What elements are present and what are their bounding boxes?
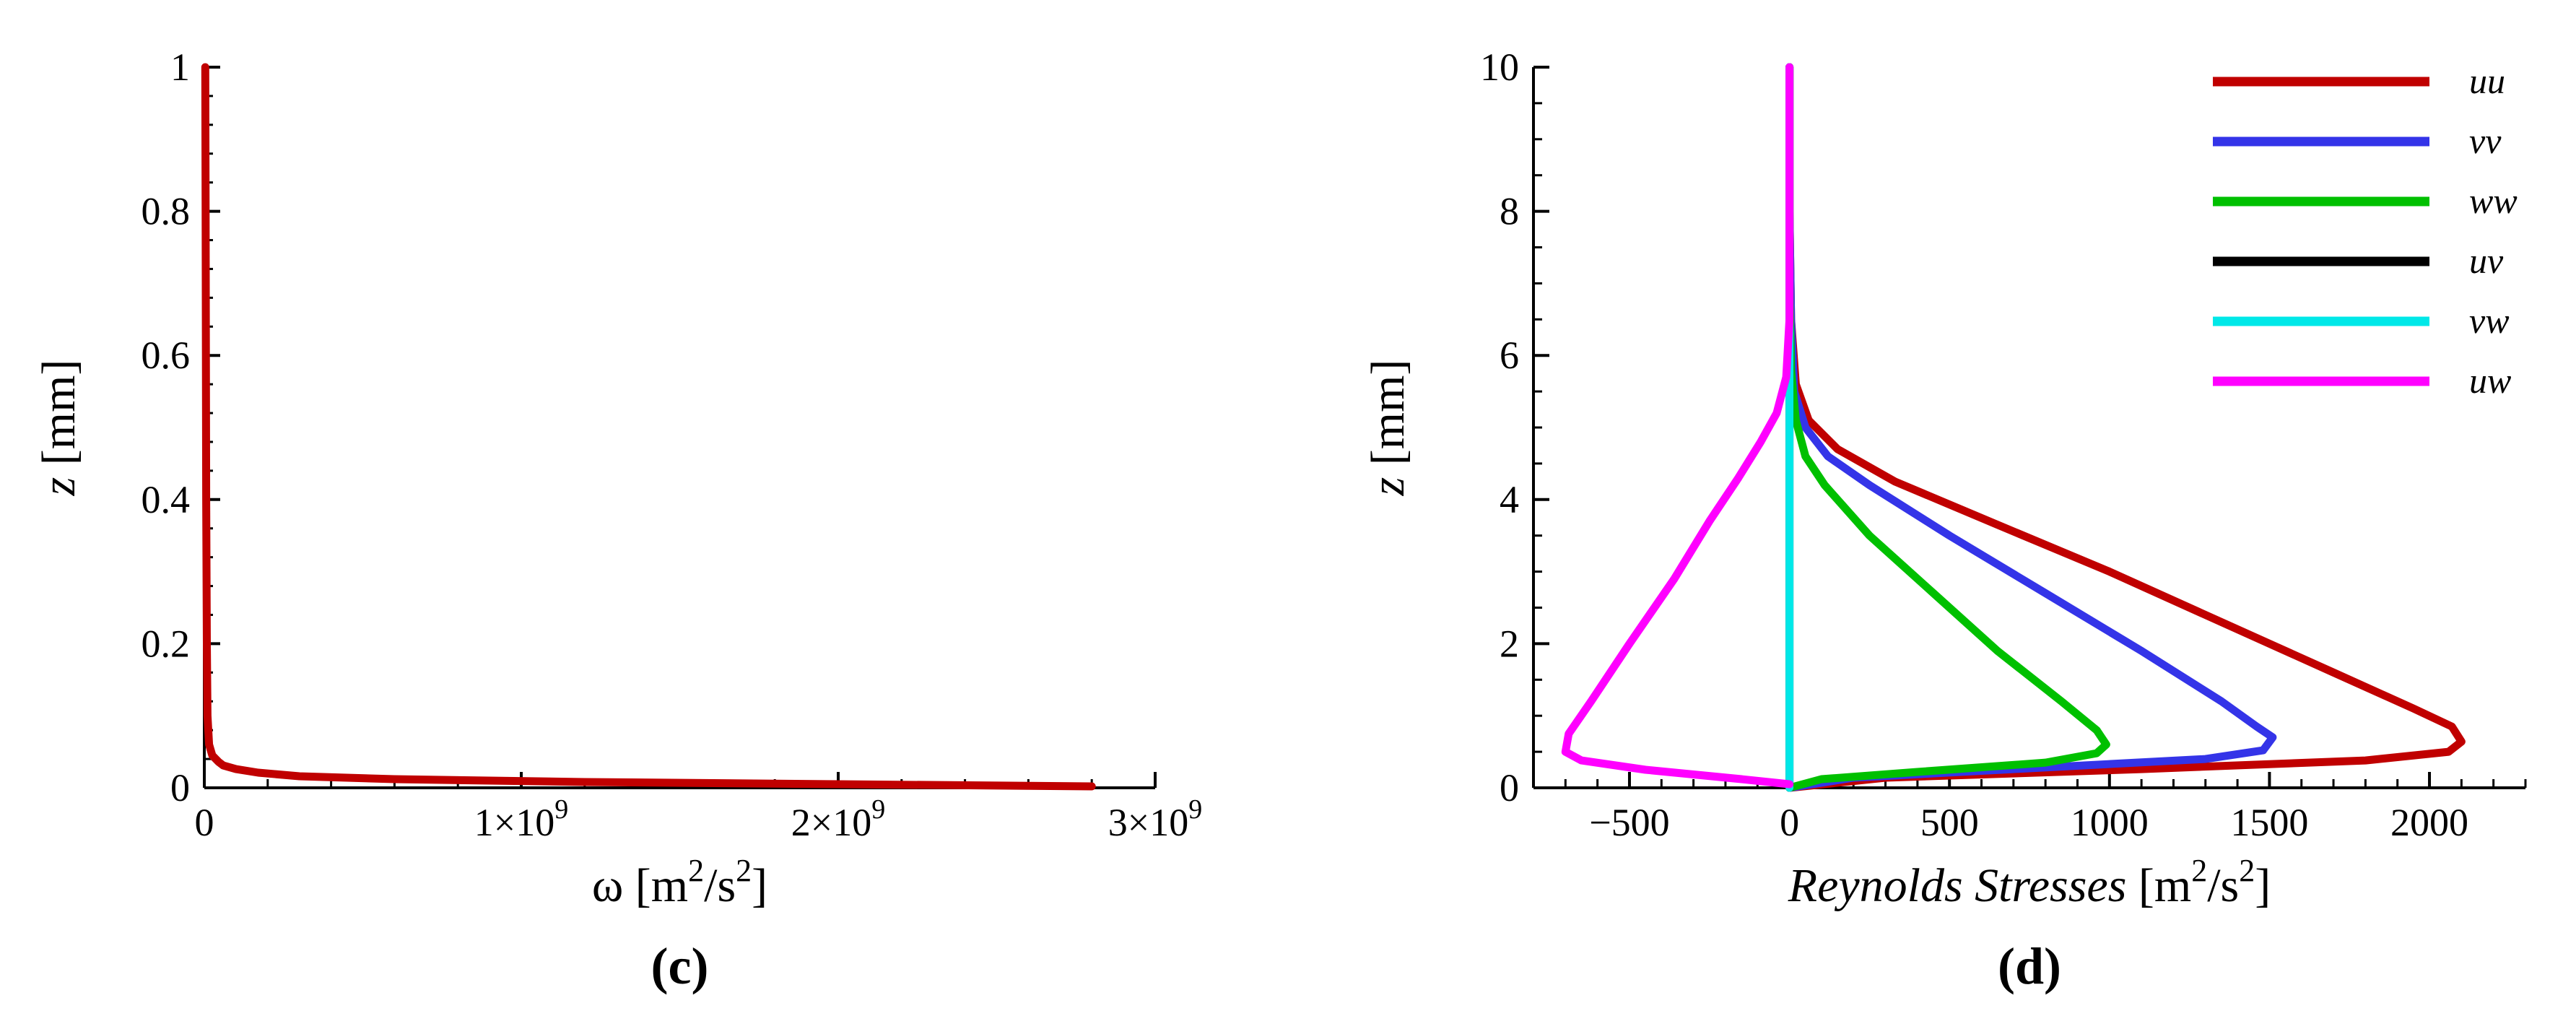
series-line-omega	[201, 63, 1096, 791]
y-axis-title: z [mm]	[1362, 360, 1414, 497]
y-tick-label: 0.2	[142, 622, 191, 665]
x-tick-label: 0	[195, 801, 214, 844]
panel-label: (d)	[1998, 937, 2061, 995]
series-line-ww	[1785, 63, 2110, 792]
x-axis-title-sup: 2	[2239, 853, 2255, 888]
legend-label-vv: vv	[2469, 121, 2502, 161]
panel-label: (c)	[651, 937, 709, 995]
x-tick-label-text: −500	[1589, 801, 1669, 844]
x-tick-label: 1500	[2230, 801, 2308, 844]
x-axis-title-unit: [m	[2138, 859, 2191, 912]
x-axis-title-unit: ]	[752, 859, 767, 912]
series-line-uw	[1561, 63, 1794, 789]
legend-label-uv: uv	[2469, 240, 2504, 281]
x-tick-label: 1000	[2071, 801, 2149, 844]
x-tick-label: 3×109	[1108, 794, 1202, 844]
x-axis-title: Reynolds Stresses [m2/s2]	[1788, 853, 2271, 912]
x-axis-title-sup: 2	[736, 853, 752, 888]
x-axis-title-unit: ]	[2255, 859, 2271, 912]
legend-label-vw: vw	[2469, 300, 2510, 341]
x-tick-label: 500	[1920, 801, 1979, 844]
x-axis-title-unit: /s	[2207, 859, 2239, 912]
series-line-uu	[1785, 63, 2466, 792]
y-axis-title-unit: [mm]	[1362, 360, 1414, 477]
x-tick-label-text: 0	[195, 801, 214, 844]
y-tick-label: 0.8	[142, 190, 191, 233]
y-axis-title-var: z	[1362, 477, 1414, 497]
y-axis-title: z [mm]	[32, 360, 85, 497]
y-tick-label: 1	[170, 45, 190, 89]
x-axis-title-sup: 2	[688, 853, 704, 888]
y-tick-label: 8	[1500, 190, 1519, 233]
x-tick-label-text: 500	[1920, 801, 1979, 844]
legend: uu vv ww uv vw uw	[2213, 61, 2518, 401]
x-axis-title-sup: 2	[2191, 853, 2207, 888]
y-tick-label: 0.6	[142, 334, 191, 377]
y-tick-label: 0	[170, 766, 190, 809]
y-axis-title-var: z	[32, 477, 85, 497]
x-axis-title-var: Reynolds Stresses	[1788, 859, 2138, 912]
chart-panel-d: −500 0 500 1000 1500 2000 0 2 4 6 8 10 Reynolds Stre…	[1362, 45, 2527, 995]
y-tick-label: 6	[1500, 334, 1519, 377]
x-axis-title: ω [m2/s2]	[592, 853, 767, 912]
x-tick-label-text: 3×10	[1108, 801, 1188, 844]
legend-label-ww: ww	[2469, 181, 2518, 221]
x-tick-label: 2×109	[791, 794, 885, 844]
x-axis-title-symbol: ω	[592, 859, 635, 912]
y-tick-label: 0	[1500, 766, 1519, 809]
x-tick-label-sup: 9	[1188, 794, 1202, 825]
y-tick-label: 0.4	[142, 478, 191, 521]
x-tick-label-sup: 9	[871, 794, 885, 825]
x-tick-label-text: 2×10	[791, 801, 871, 844]
x-axis-title-unit: [m	[635, 859, 688, 912]
y-tick-label: 2	[1500, 622, 1519, 665]
x-tick-label-text: 1500	[2230, 801, 2308, 844]
legend-label-uu: uu	[2469, 61, 2505, 101]
x-tick-label: 2000	[2390, 801, 2468, 844]
x-tick-label-sup: 9	[554, 794, 568, 825]
legend-label-uw: uw	[2469, 360, 2511, 401]
x-tick-label: −500	[1589, 801, 1669, 844]
x-tick-label-text: 1×10	[474, 801, 554, 844]
y-tick-label: 4	[1500, 478, 1519, 521]
y-tick-label: 10	[1480, 45, 1519, 89]
x-tick-label: 0	[1780, 801, 1799, 844]
x-axis-title-unit: /s	[704, 859, 736, 912]
x-tick-label-text: 0	[1780, 801, 1799, 844]
x-tick-label-text: 1000	[2071, 801, 2149, 844]
x-tick-label-text: 2000	[2390, 801, 2468, 844]
y-axis-title-unit: [mm]	[32, 360, 85, 477]
x-tick-label: 1×109	[474, 794, 568, 844]
